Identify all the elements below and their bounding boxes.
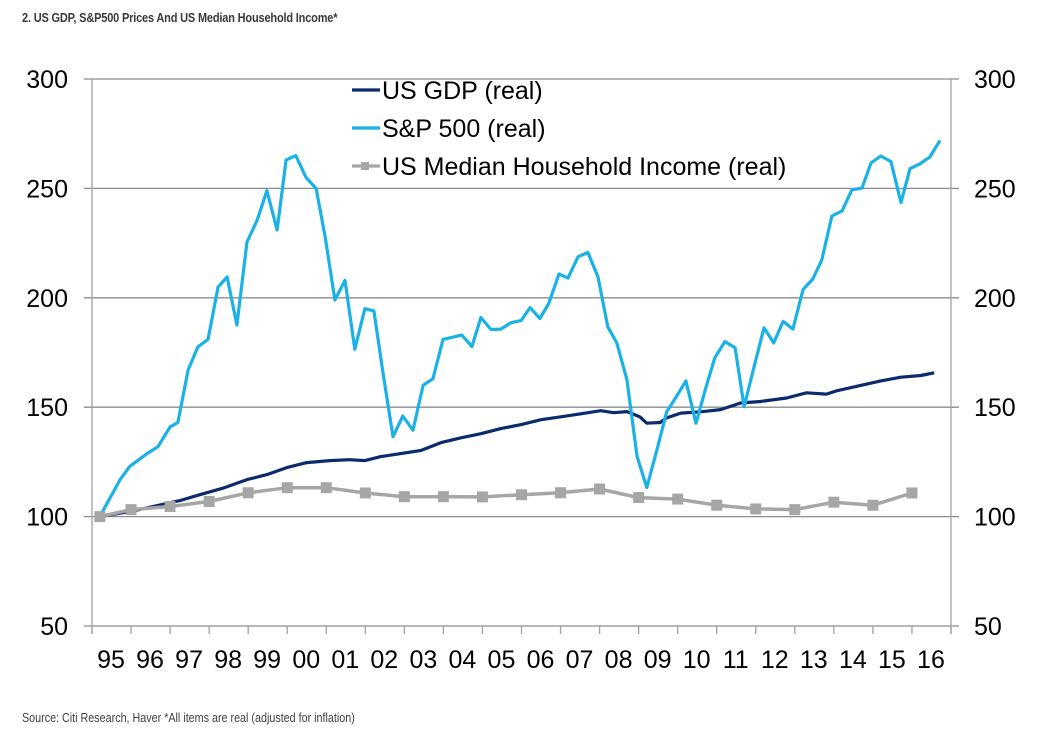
data-point-marker — [125, 504, 137, 516]
x-tick-label: 05 — [488, 646, 516, 674]
data-point-marker — [594, 483, 606, 495]
data-point-marker — [359, 487, 371, 499]
y-axis-right-labels: 50 100 150 200 250 300 — [974, 66, 1016, 641]
y-tick-label-left: 100 — [26, 504, 68, 532]
data-point-marker — [281, 482, 293, 494]
data-point-marker — [789, 504, 801, 516]
x-axis-labels: 95 96 97 98 99 00 01 02 03 04 05 06 07 08 09 10 11 12 13 14… — [97, 646, 945, 674]
data-point-marker — [828, 496, 840, 508]
y-tick-label-right: 100 — [974, 504, 1016, 532]
legend-item: S&P 500 (real) — [352, 115, 546, 143]
series-layer — [94, 139, 942, 523]
x-tick-label: 98 — [214, 646, 242, 674]
data-point-marker — [750, 503, 762, 515]
data-point-marker — [398, 491, 410, 503]
series-0 — [99, 371, 935, 519]
legend: US GDP (real) S&P 500 (real) US Median Hou… — [352, 77, 786, 181]
x-tick-label: 01 — [331, 646, 359, 674]
x-tick-label: 03 — [409, 646, 437, 674]
legend-marker — [361, 162, 369, 170]
series-line — [99, 485, 913, 519]
y-tick-label-right: 50 — [974, 613, 1002, 641]
x-tick-label: 12 — [761, 646, 789, 674]
y-tick-label-left: 250 — [26, 175, 68, 203]
data-point-marker — [633, 492, 645, 504]
x-tick-label: 00 — [292, 646, 320, 674]
legend-item: US Median Household Income (real) — [352, 153, 786, 181]
data-point-marker — [164, 501, 176, 513]
x-tick-label: 06 — [527, 646, 555, 674]
x-tick-label: 09 — [644, 646, 672, 674]
x-tick-label: 08 — [605, 646, 633, 674]
source-note: Source: Citi Research, Haver *All items … — [22, 711, 355, 725]
y-axis-left-labels: 50 100 150 200 250 300 — [26, 66, 68, 641]
y-tick-label-right: 150 — [974, 394, 1016, 422]
x-tick-label: 97 — [175, 646, 203, 674]
x-tick-label: 10 — [683, 646, 711, 674]
x-tick-label: 95 — [97, 646, 125, 674]
y-tick-label-left: 200 — [26, 285, 68, 313]
data-point-marker — [906, 487, 918, 499]
y-tick-label-left: 150 — [26, 394, 68, 422]
y-tick-label-right: 250 — [974, 175, 1016, 203]
x-tick-label: 96 — [136, 646, 164, 674]
x-tick-label: 13 — [800, 646, 828, 674]
data-point-marker — [672, 493, 684, 505]
data-point-marker — [320, 482, 332, 494]
y-tick-label-right: 300 — [974, 66, 1016, 94]
y-tick-label-right: 200 — [974, 285, 1016, 313]
y-tick-label-left: 300 — [26, 66, 68, 94]
data-point-marker — [867, 499, 879, 511]
series-1 — [98, 139, 942, 518]
x-tick-label: 16 — [917, 646, 945, 674]
x-tick-label: 04 — [449, 646, 477, 674]
x-tick-label: 11 — [723, 646, 749, 674]
axes — [91, 79, 952, 634]
legend-item: US GDP (real) — [352, 77, 543, 105]
data-point-marker — [242, 487, 254, 499]
x-tick-label: 02 — [370, 646, 398, 674]
legend-label: US GDP (real) — [382, 77, 543, 105]
chart-title: 2. US GDP, S&P500 Prices And US Median H… — [22, 11, 338, 25]
data-point-marker — [94, 511, 106, 523]
x-tick-label: 14 — [839, 646, 867, 674]
data-point-marker — [555, 487, 567, 499]
legend-label: US Median Household Income (real) — [382, 153, 786, 181]
x-tick-label: 07 — [566, 646, 594, 674]
series-line — [99, 371, 935, 519]
data-point-marker — [203, 496, 215, 508]
series-line — [98, 139, 942, 518]
legend-label: S&P 500 (real) — [382, 115, 546, 143]
y-tick-label-left: 50 — [40, 613, 68, 641]
data-point-marker — [437, 491, 449, 503]
data-point-marker — [711, 499, 723, 511]
data-point-marker — [516, 489, 527, 501]
x-tick-label: 15 — [878, 646, 906, 674]
data-point-marker — [476, 491, 488, 503]
series-2 — [94, 482, 918, 523]
x-tick-label: 99 — [253, 646, 281, 674]
